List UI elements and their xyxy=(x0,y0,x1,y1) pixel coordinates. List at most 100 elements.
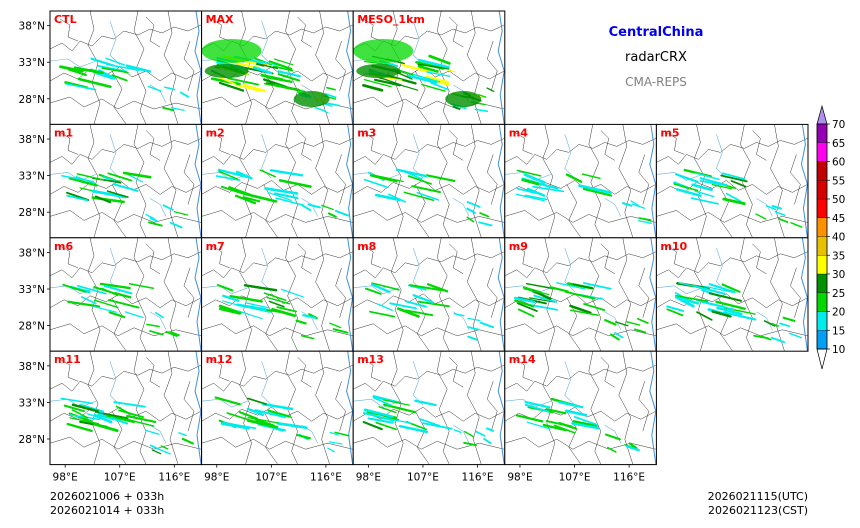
radar-echo xyxy=(222,294,240,302)
radar-echo xyxy=(416,191,440,201)
radar-echo xyxy=(363,408,394,418)
radar-echo xyxy=(523,288,550,296)
radar-echo xyxy=(558,421,577,430)
radar-echo xyxy=(678,282,708,290)
radar-echo xyxy=(605,433,621,441)
radar-echo xyxy=(148,221,163,227)
radar-echo xyxy=(93,71,114,80)
radar-echo xyxy=(478,94,487,98)
radar-echo xyxy=(111,74,128,82)
lon-tick-label: 98°E xyxy=(204,472,229,484)
radar-echo xyxy=(426,283,449,293)
radar-echo xyxy=(407,175,432,185)
radar-echo xyxy=(80,296,97,305)
radar-echo xyxy=(363,178,389,189)
map-panel-MAX: MAX xyxy=(201,10,354,125)
radar-echo xyxy=(372,396,391,406)
radar-echo xyxy=(327,447,336,453)
radar-echo xyxy=(475,430,486,437)
radar-echo xyxy=(259,169,276,178)
radar-echo xyxy=(369,174,398,183)
radar-echo xyxy=(271,307,296,318)
radar-echo xyxy=(374,193,401,202)
radar-echo xyxy=(77,77,112,88)
radar-echo xyxy=(71,403,99,413)
radar-echo xyxy=(721,172,746,181)
radar-echo xyxy=(404,309,434,317)
radar-echo xyxy=(367,417,394,424)
radar-echo xyxy=(425,75,450,84)
lat-tick-label: 28°N xyxy=(19,207,45,219)
radar-echo xyxy=(162,106,174,112)
radar-echo xyxy=(149,444,160,451)
colorbar-segment xyxy=(816,142,828,162)
radar-echo xyxy=(715,300,746,310)
radar-echo xyxy=(771,205,782,210)
panel-label: m11 xyxy=(54,353,81,366)
radar-echo xyxy=(268,60,293,70)
radar-echo xyxy=(326,86,336,91)
radar-echo xyxy=(170,331,180,337)
radar-echo xyxy=(266,296,291,305)
radar-echo xyxy=(467,335,478,341)
radar-echo xyxy=(293,91,330,107)
radar-echo xyxy=(528,297,556,303)
radar-echo xyxy=(145,213,155,220)
panel-label: m8 xyxy=(357,240,376,253)
radar-echo xyxy=(157,448,171,455)
radar-echo xyxy=(245,302,270,309)
radar-echo xyxy=(521,178,540,186)
radar-echo xyxy=(716,306,743,316)
radar-echo xyxy=(426,71,451,77)
panel-label: m1 xyxy=(54,126,73,139)
radar-echo xyxy=(218,307,241,315)
radar-echo xyxy=(273,58,294,66)
radar-echo xyxy=(222,421,256,430)
radar-echo xyxy=(229,294,263,303)
panel-label: m10 xyxy=(660,240,687,253)
panel-label: m14 xyxy=(509,353,536,366)
panel-label: CTL xyxy=(54,13,77,26)
colorbar-segment xyxy=(816,273,828,293)
radar-echo xyxy=(517,308,535,318)
radar-echo xyxy=(234,194,256,205)
radar-echo xyxy=(99,282,131,290)
radar-echo xyxy=(372,395,401,404)
panels-layer: CTL MAX MESO_1km m1 m2 m3 m4 m5 m6 m7 m8 m9 m10 m11 m1… xyxy=(49,10,809,466)
radar-echo xyxy=(362,420,383,431)
radar-echo xyxy=(572,283,594,290)
radar-echo xyxy=(711,183,733,190)
lon-tick-label: 116°E xyxy=(462,472,494,484)
radar-echo xyxy=(217,168,248,179)
radar-echo xyxy=(204,64,249,78)
radar-echo xyxy=(76,173,105,181)
radar-echo xyxy=(545,408,567,415)
radar-echo xyxy=(66,422,93,433)
lon-tick-label: 107°E xyxy=(255,472,287,484)
panel-label: m3 xyxy=(357,126,376,139)
panel-label: MAX xyxy=(206,13,234,26)
radar-echo xyxy=(295,319,307,325)
colorbar-tick-label: 65 xyxy=(832,138,845,150)
radar-echo xyxy=(430,81,449,91)
radar-echo xyxy=(763,320,776,327)
radar-echo xyxy=(113,401,146,408)
radar-echo xyxy=(466,207,476,214)
radar-echo xyxy=(125,64,152,73)
radar-echo xyxy=(467,326,480,331)
radar-echo xyxy=(628,442,638,450)
radar-echo xyxy=(314,106,326,112)
radar-echo xyxy=(774,210,786,217)
radar-echo xyxy=(516,187,537,194)
colorbar: 10 15 20 25 30 35 40 45 50 55 60 65 70 xyxy=(816,104,845,370)
radar-echo xyxy=(694,172,720,181)
radar-echo xyxy=(127,174,144,183)
radar-echo xyxy=(621,202,633,207)
radar-echo xyxy=(417,58,450,69)
radar-echo xyxy=(376,303,393,311)
radar-echo xyxy=(154,312,164,319)
radar-echo xyxy=(60,397,94,405)
radar-echo xyxy=(409,284,443,292)
radar-echo xyxy=(276,421,308,430)
